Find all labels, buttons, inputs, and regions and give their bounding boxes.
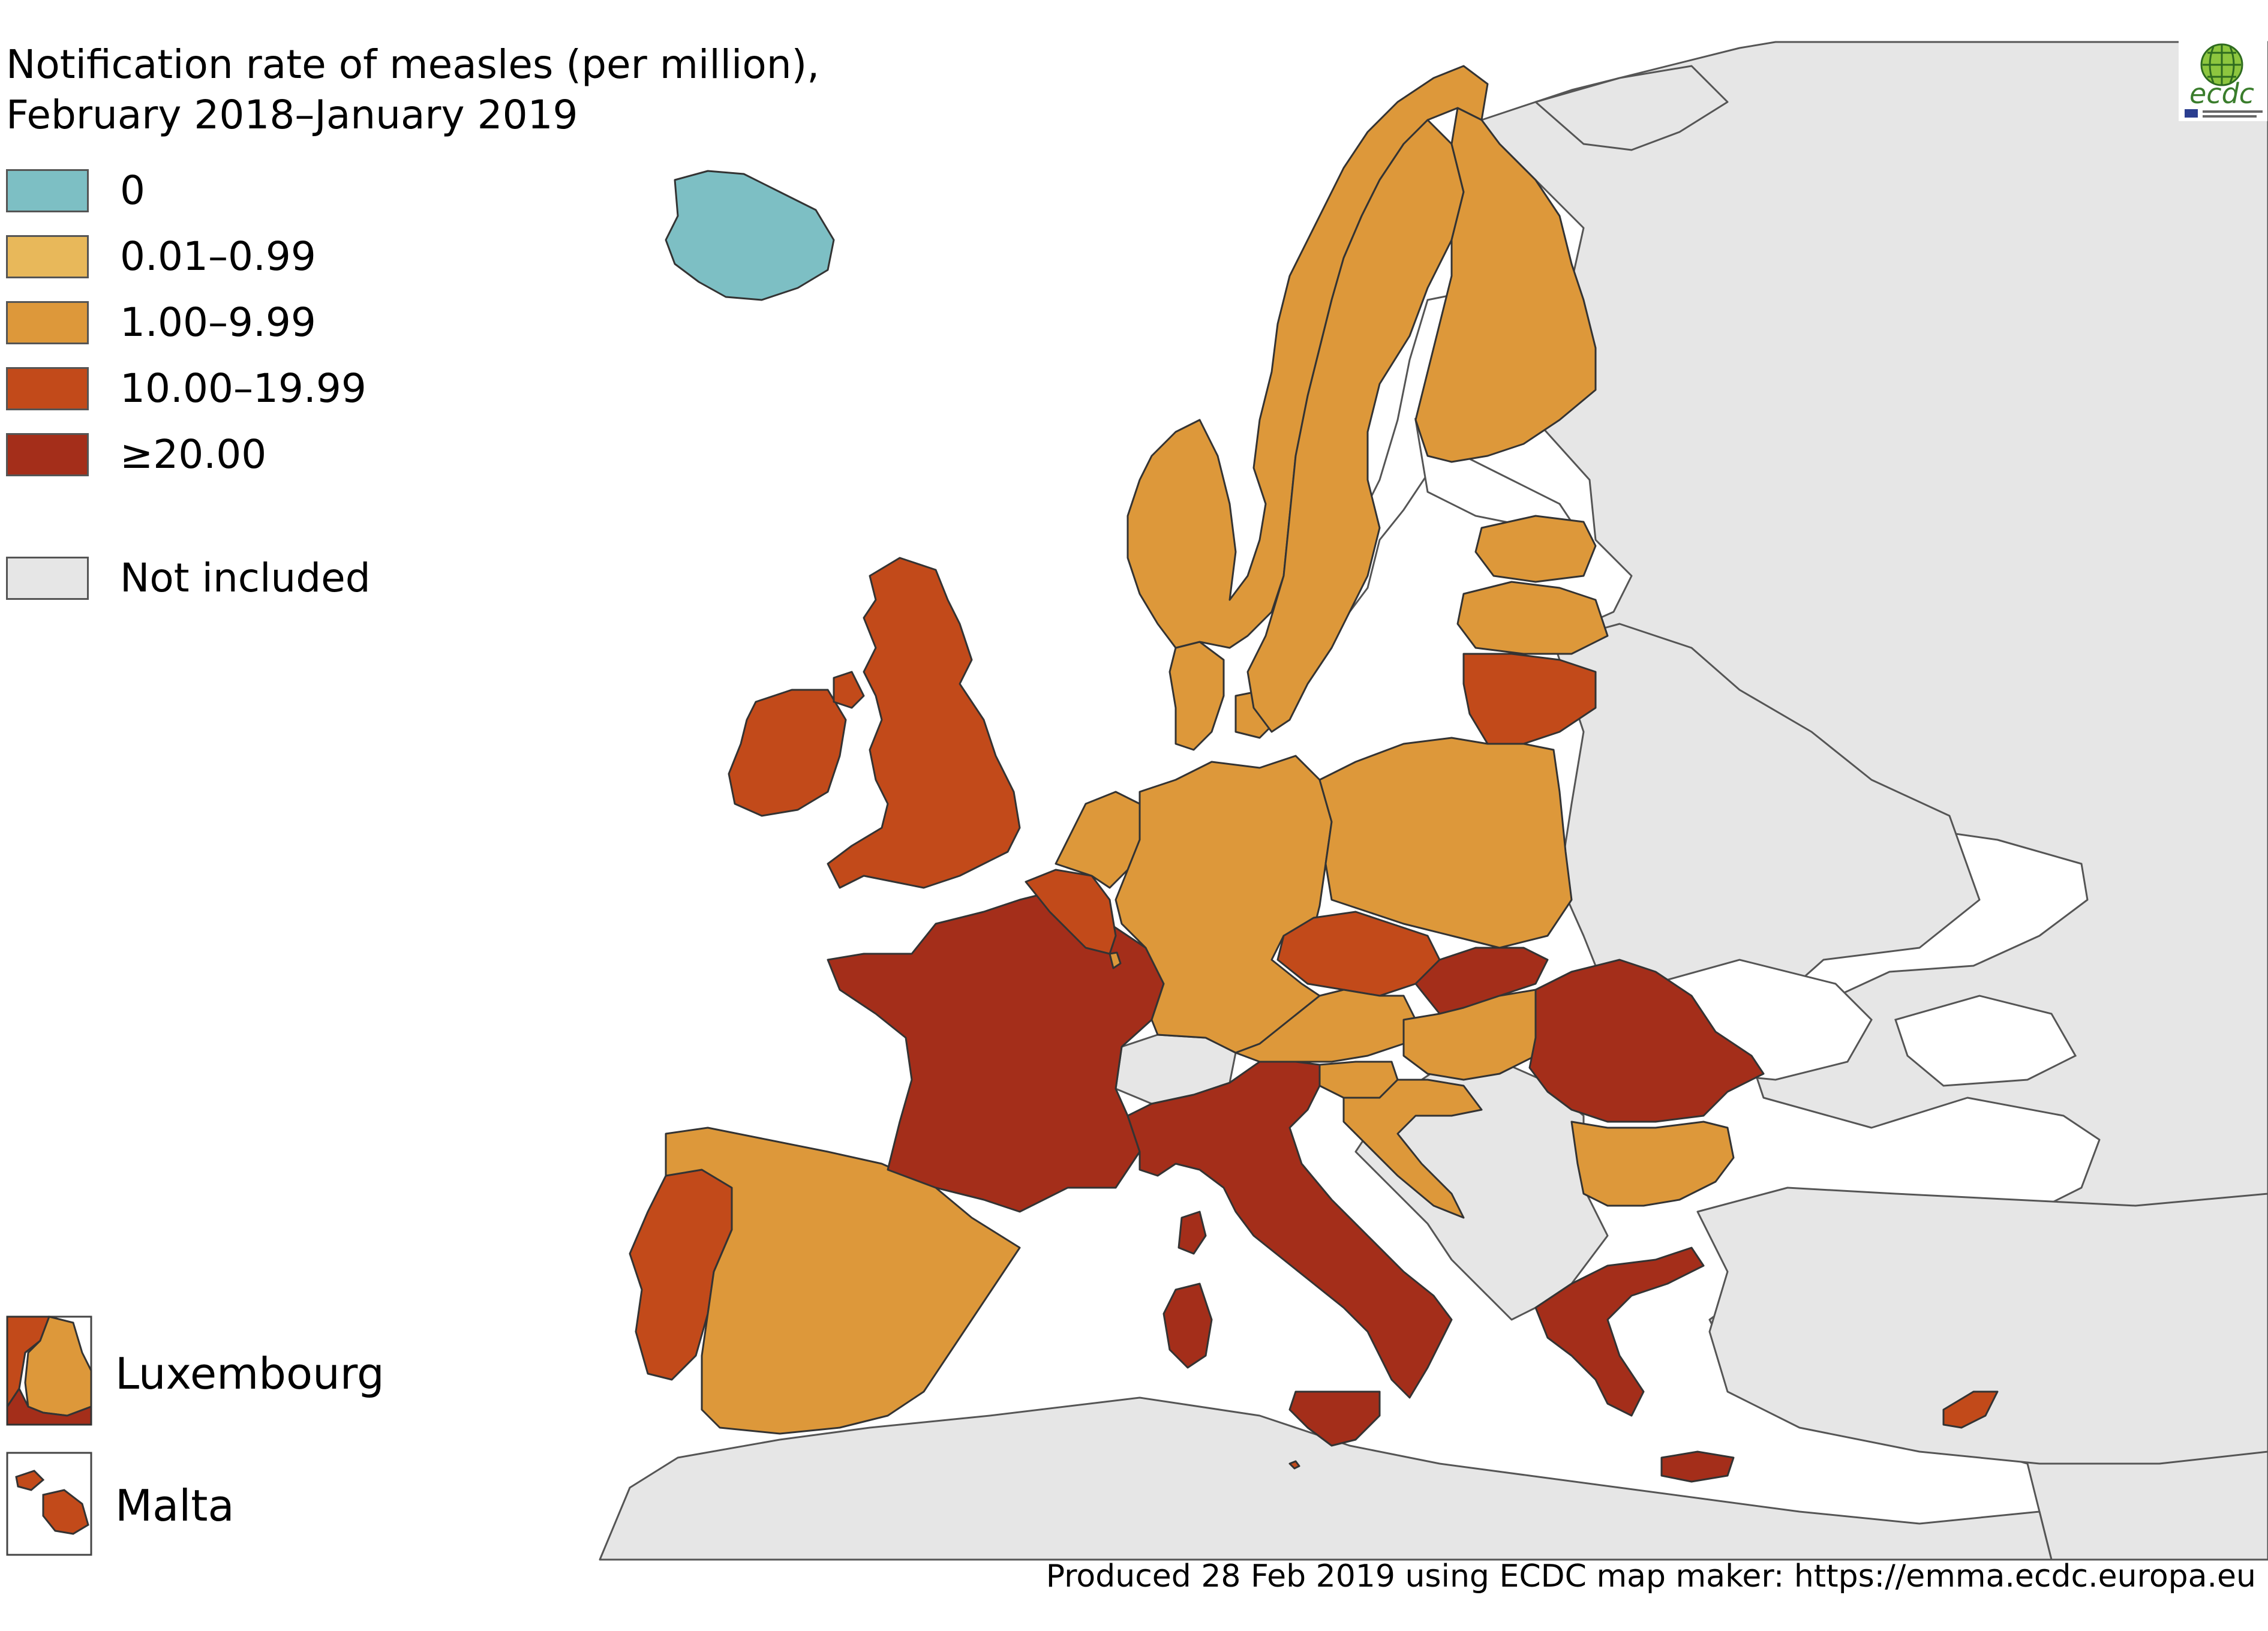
map-country-belgium [1025,869,1117,955]
map-country-ireland [728,689,847,817]
legend-label: 0.01–0.99 [120,233,316,280]
map-country-cyprus [1942,1390,1999,1429]
map-country-iceland [665,170,835,301]
luxembourg-inset-label: Luxembourg [115,1348,384,1399]
malta-inset-label: Malta [115,1480,235,1531]
malta-inset-gozo [15,1470,45,1491]
legend-label: Not included [120,555,371,601]
ecdc-logo-text: ecdc [2189,77,2254,110]
legend-swatch [6,235,89,278]
legend-swatch [6,169,89,212]
luxembourg-inset-france [6,1387,92,1426]
ecdc-logo: ecdc [2179,40,2267,121]
map-country-greece [1534,1246,1735,1483]
map-country-croatia [1342,1079,1483,1219]
map-country-bulgaria [1570,1121,1735,1207]
legend-swatch [6,433,89,476]
map-country-italy [1127,1061,1453,1447]
malta-inset-shape [42,1489,89,1535]
legend-label: 0 [120,167,145,214]
map-country-lithuania [1462,653,1597,745]
legend-label: ≥20.00 [120,431,267,477]
ecdc-globe-icon: ecdc [2179,40,2267,121]
map-country-luxembourg [1109,951,1122,969]
map-country-poland [1318,737,1573,949]
background-land [599,41,2268,1561]
map-country-united-kingdom [827,557,1021,889]
map-title-line2: February 2018–January 2019 [6,92,578,138]
legend-swatch [6,557,89,600]
map-country-latvia [1456,581,1609,655]
map-country-sweden [1246,119,1465,733]
map-country-romania [1528,959,1765,1123]
legend-swatch [6,367,89,410]
map-country-finland [1414,107,1597,463]
map-country-spain [665,1127,1021,1435]
map-title-line1: Notification rate of measles (per millio… [6,41,820,88]
legend-label: 1.00–9.99 [120,299,316,346]
map-country-estonia [1474,515,1597,583]
legend-swatch [6,301,89,344]
map-title: Notification rate of measles (per millio… [6,40,819,140]
map-country-hungary [1402,989,1549,1081]
legend-label: 10.00–19.99 [120,365,367,411]
credit-text: Produced 28 Feb 2019 using ECDC map make… [1046,1558,2256,1594]
map-country-malta [1288,1460,1300,1470]
